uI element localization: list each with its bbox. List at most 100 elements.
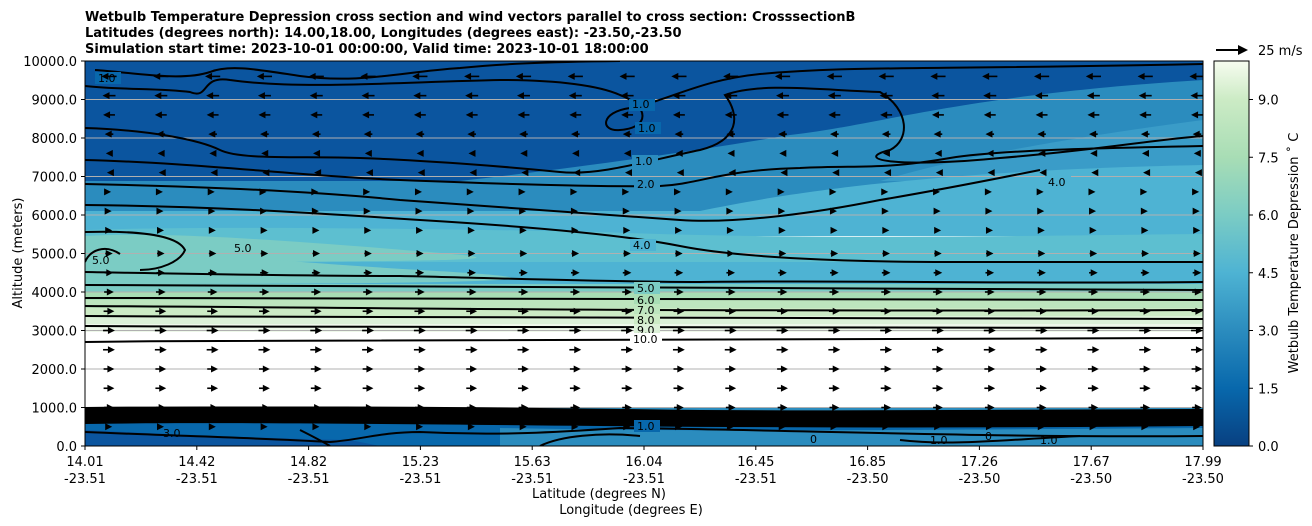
wind-vector [104,188,112,196]
wind-vector [1036,288,1047,296]
wind-vector [674,207,682,215]
wind-vector [620,92,634,100]
wind-vector [519,130,528,138]
wind-vector [1089,130,1098,138]
x-tick-label-lon: -23.50 [847,472,889,487]
wind-vector [1039,169,1047,177]
clabel-bg [629,99,655,111]
wind-vector [724,346,737,354]
wind-vector [521,169,529,177]
wind-vector [932,111,944,119]
wind-vector [311,130,321,138]
wind-vector [982,72,998,80]
wind-vector [777,404,788,411]
wind-vector [986,149,994,157]
wind-vector [1089,226,1097,234]
wind-vector [884,169,892,177]
wind-vector [676,169,684,177]
wind-vector [157,149,165,157]
clabel-bg [634,282,660,294]
wind-vector [467,130,476,138]
wind-vector [726,207,734,215]
wind-vector [207,365,219,373]
wind-vector [934,149,942,157]
wind-vector [361,92,375,100]
wind-vector [105,226,113,234]
wind-vector [258,111,271,119]
wind-vector [778,226,786,234]
wind-vector [466,365,478,373]
wind-vector [518,404,529,411]
contour-5c [85,284,1203,291]
wind-vector [155,288,166,296]
wind-vector [830,423,838,431]
wind-key: 25 m/s [1216,44,1303,59]
wind-vector [103,384,115,392]
chart-title-line-2: Latitudes (degrees north): 14.00,18.00, … [85,26,682,41]
contour-4b [85,204,1203,263]
wind-vector [102,92,116,100]
wind-vector [724,111,737,119]
wind-vector [105,149,113,157]
wind-vector [570,130,580,138]
wind-vector [363,207,371,215]
wind-vector [1088,188,1096,196]
wind-vector [776,327,789,334]
x-tick-label-lon: -23.50 [1070,472,1112,487]
x-tick-label-lat: 17.99 [1184,455,1221,470]
wind-vector [1033,72,1050,80]
colorbar-label: Wetbulb Temperature Depression ˚ C [1286,133,1302,374]
wind-vector [933,404,943,411]
wind-vector [828,327,841,334]
wind-vector [622,288,632,296]
wind-vector [210,169,218,177]
wind-vector [155,365,167,373]
wind-vector [881,269,891,277]
clabel-bg [632,155,658,167]
clabel-7: 7.0 [637,304,655,317]
wind-vector [518,188,526,196]
wind-vector [725,365,737,373]
wind-vector [624,169,632,177]
wind-vector [1037,269,1046,277]
wind-vector [570,188,578,196]
wind-vector [830,250,839,257]
wind-vector [879,92,893,100]
wind-vector [155,404,166,411]
contour-6 [85,297,1203,302]
wind-vector [1089,207,1097,215]
colorbar-tick-label: 4.5 [1258,267,1279,282]
wind-vector [934,250,942,257]
wind-vector [365,169,373,177]
clabel-0-low-b: 0 [985,430,992,443]
wind-vector [984,188,992,196]
y-tick-label: 2000.0 [32,363,78,378]
wind-vector [414,188,422,196]
clabel-5-left: 5.0 [92,254,110,267]
wind-vector [1087,327,1100,334]
x-axis-label-longitude: Longitude (degrees E) [559,503,703,518]
wind-vector [362,384,374,392]
wind-vector [363,404,373,411]
wind-vector [1139,327,1152,334]
wind-vector [206,346,219,354]
wind-vector [1091,169,1099,177]
wind-vector [518,365,529,373]
wind-vector [1140,130,1150,138]
wind-vector [1192,207,1200,215]
wind-vector [623,149,631,157]
wind-vector [571,423,579,431]
wind-vector [621,365,633,373]
y-tick-label: 9000.0 [32,94,78,109]
y-tick-label: 3000.0 [32,325,78,340]
wind-vector [1037,130,1046,138]
wind-vector [724,92,738,100]
wind-vector [208,250,217,257]
wind-vector [723,72,739,80]
clabel-1-low-c: 1.0 [930,434,948,447]
wind-vector [1193,250,1201,257]
wind-vector [364,423,372,431]
wind-vector [1035,111,1048,119]
wind-vector [156,269,166,277]
wind-vector [777,288,788,296]
